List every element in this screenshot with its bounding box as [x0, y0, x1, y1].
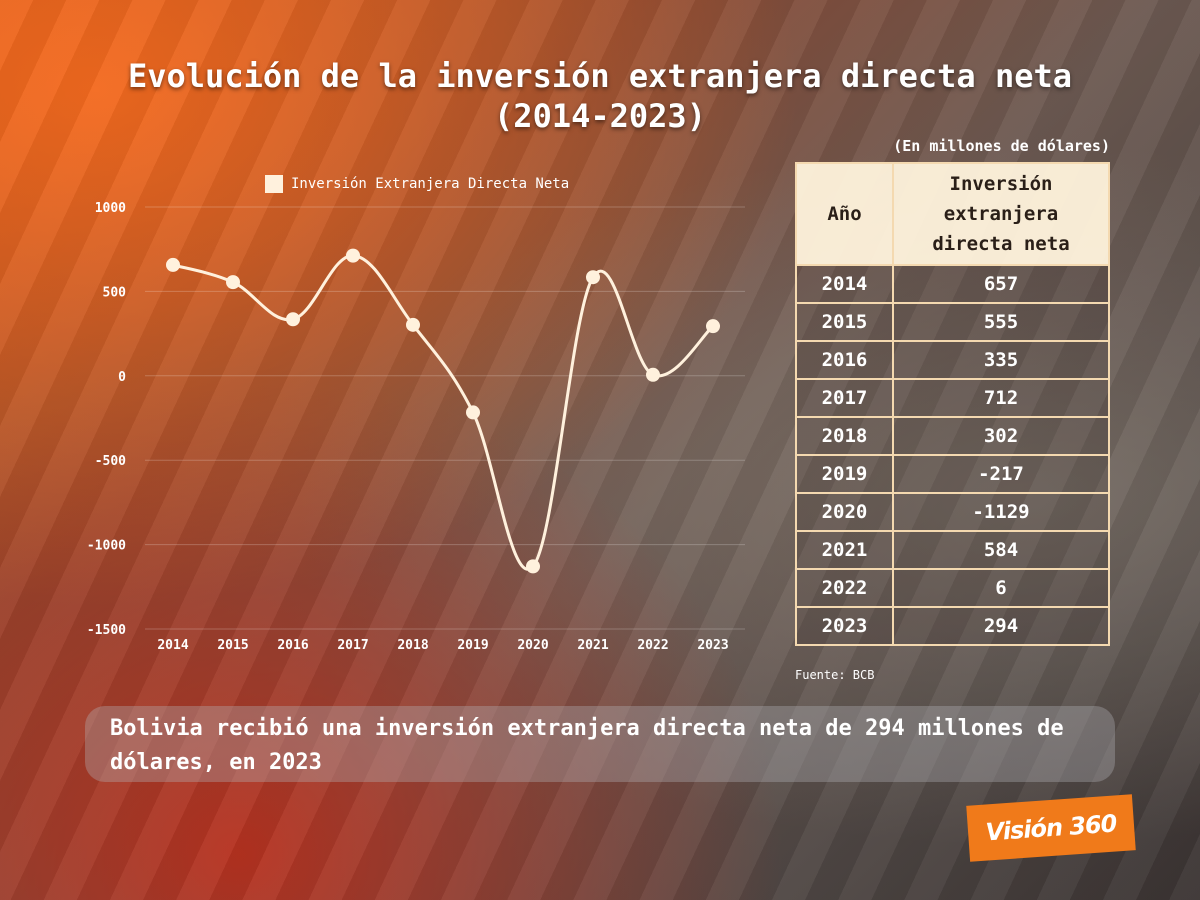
table-row: 2015 555 [795, 302, 1110, 342]
data-point-2015 [226, 275, 240, 290]
table-row: 2016 335 [795, 340, 1110, 380]
cell-value: 657 [892, 264, 1110, 304]
brand-logo-text: Visión 360 [984, 809, 1118, 847]
cell-value: 6 [892, 568, 1110, 608]
y-tick-label: -1500 [87, 623, 126, 638]
x-axis-ticks: 2014 2015 2016 2017 2018 2019 2020 2021 2022 2023 [157, 638, 728, 653]
data-point-2022 [646, 367, 660, 382]
summary-banner [85, 706, 1115, 782]
data-point-2021 [586, 270, 600, 285]
table-row: 2017 712 [795, 378, 1110, 418]
x-tick-label: 2018 [397, 638, 428, 653]
data-point-2018 [406, 317, 420, 332]
cell-value: 555 [892, 302, 1110, 342]
table-row: 2020 -1129 [795, 492, 1110, 532]
table-row: 2014 657 [795, 264, 1110, 304]
source-note: Fuente: BCB [795, 668, 875, 682]
y-tick-label: -500 [95, 454, 126, 469]
page-title: Evolución de la inversión extranjera dir… [0, 56, 1200, 136]
table-body: 2014 657 2015 555 2016 335 2017 712 2018 302 2019-… [795, 264, 1110, 646]
cell-value: -217 [892, 454, 1110, 494]
cell-year: 2016 [795, 340, 894, 380]
x-tick-label: 2016 [277, 638, 308, 653]
table-row: 2018 302 [795, 416, 1110, 456]
cell-year: 2020 [795, 492, 894, 532]
table-row: 2022 6 [795, 568, 1110, 608]
title-line-1: Evolución de la inversión extranjera dir… [127, 57, 1072, 95]
cell-value: 302 [892, 416, 1110, 456]
data-point-2019 [466, 405, 480, 420]
x-tick-label: 2017 [337, 638, 368, 653]
x-tick-label: 2020 [517, 638, 548, 653]
series-points [166, 248, 720, 574]
cell-value: 712 [892, 378, 1110, 418]
summary-text: Bolivia recibió una inversión extranjera… [110, 716, 1064, 775]
y-axis-ticks: 1000 500 0 -500 -1000 -1500 [87, 201, 126, 638]
table-row: 2019 -217 [795, 454, 1110, 494]
series-line [172, 254, 715, 571]
cell-year: 2022 [795, 568, 894, 608]
cell-value: 294 [892, 606, 1110, 646]
data-point-2020 [526, 559, 540, 574]
table-row: 2021 584 [795, 530, 1110, 570]
y-tick-label: 500 [103, 285, 127, 300]
cell-year: 2017 [795, 378, 894, 418]
cell-year: 2018 [795, 416, 894, 456]
cell-value: 335 [892, 340, 1110, 380]
data-point-2016 [286, 312, 300, 327]
brand-logo: Visión 360 [966, 794, 1136, 862]
chart-grid [145, 206, 745, 630]
cell-value: 584 [892, 530, 1110, 570]
x-tick-label: 2021 [577, 638, 608, 653]
legend-swatch [265, 175, 283, 193]
x-tick-label: 2019 [457, 638, 488, 653]
x-tick-label: 2022 [637, 638, 668, 653]
data-point-2014 [166, 257, 180, 272]
data-point-2017 [346, 248, 360, 263]
cell-year: 2019 [795, 454, 894, 494]
x-tick-label: 2023 [697, 638, 728, 653]
y-tick-label: -1000 [87, 539, 126, 554]
header-value: Inversión extranjera directa neta [892, 162, 1110, 266]
x-tick-label: 2015 [217, 638, 248, 653]
title-line-2: (2014-2023) [494, 97, 706, 135]
header-year: Año [795, 162, 894, 266]
legend-label: Inversión Extranjera Directa Neta [291, 176, 569, 192]
cell-year: 2014 [795, 264, 894, 304]
cell-year: 2023 [795, 606, 894, 646]
cell-year: 2015 [795, 302, 894, 342]
data-point-2023 [706, 319, 720, 334]
y-tick-label: 1000 [95, 201, 126, 216]
cell-year: 2021 [795, 530, 894, 570]
x-tick-label: 2014 [157, 638, 188, 653]
table-units: (En millones de dólares) [893, 137, 1110, 155]
y-tick-label: 0 [118, 370, 126, 385]
cell-value: -1129 [892, 492, 1110, 532]
table-row: 2023 294 [795, 606, 1110, 646]
data-table: Año Inversión extranjera directa neta 20… [795, 162, 1110, 646]
